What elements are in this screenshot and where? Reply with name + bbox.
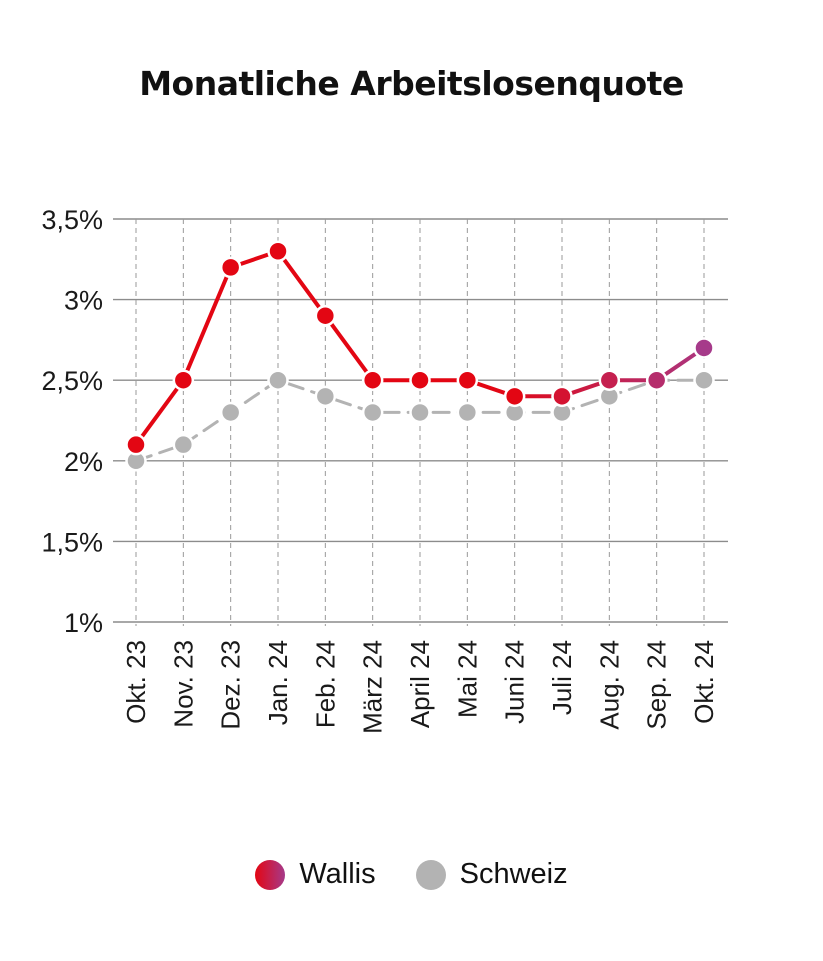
data-point-wallis — [409, 369, 431, 391]
x-tick-label: Dez. 23 — [216, 640, 246, 730]
data-point-schweiz — [267, 369, 289, 391]
x-tick-label: Feb. 24 — [310, 640, 340, 728]
x-tick-label: April 24 — [405, 640, 435, 728]
x-tick-label: Sep. 24 — [642, 640, 672, 730]
legend-label-schweiz: Schweiz — [459, 858, 568, 890]
data-point-wallis — [551, 385, 573, 408]
x-tick-label: Juni 24 — [500, 640, 530, 724]
legend: Wallis Schweiz — [0, 858, 823, 891]
grid — [113, 218, 728, 626]
y-tick-label: 2,5% — [41, 366, 103, 396]
data-point-schweiz — [219, 401, 242, 424]
data-point-schweiz — [693, 369, 715, 391]
x-tick-label: Juli 24 — [547, 640, 577, 715]
x-tick-label: März 24 — [358, 640, 388, 734]
x-tick-label: Okt. 23 — [121, 640, 151, 724]
x-tick-label: Nov. 23 — [168, 640, 198, 728]
y-axis-ticks: 1% 1,5% 2% 2,5% 3% 3,5% — [41, 205, 103, 638]
x-axis-ticks: Okt. 23 Nov. 23 Dez. 23 Jan. 24 Feb. 24 März … — [121, 640, 719, 734]
legend-label-wallis: Wallis — [299, 858, 376, 890]
data-point-wallis — [267, 240, 289, 262]
data-point-wallis — [125, 433, 147, 456]
data-point-schweiz — [172, 433, 195, 456]
x-tick-label: Jan. 24 — [263, 640, 293, 725]
data-point-wallis — [361, 369, 384, 391]
chart-title: Monatliche Arbeitslosenquote — [139, 64, 684, 103]
x-tick-label: Mai 24 — [452, 640, 482, 718]
y-tick-label: 2% — [64, 447, 103, 477]
data-point-wallis — [219, 256, 242, 279]
data-point-wallis — [503, 385, 526, 408]
data-point-schweiz — [361, 401, 384, 424]
legend-swatch-schweiz — [415, 859, 446, 890]
y-tick-label: 1,5% — [41, 527, 103, 557]
y-tick-label: 3% — [64, 286, 103, 316]
data-point-schweiz — [409, 401, 431, 424]
data-point-schweiz — [314, 385, 337, 408]
legend-item-schweiz: Schweiz — [415, 858, 568, 891]
legend-item-wallis: Wallis — [255, 858, 376, 891]
data-point-wallis — [456, 369, 479, 391]
data-point-wallis — [693, 337, 715, 359]
x-tick-label: Okt. 24 — [689, 640, 719, 724]
legend-swatch-wallis — [255, 859, 286, 890]
data-point-wallis — [598, 369, 621, 391]
series-layer — [125, 240, 715, 472]
y-tick-label: 1% — [64, 608, 103, 638]
data-point-wallis — [314, 304, 337, 327]
data-point-wallis — [172, 369, 195, 391]
y-tick-label: 3,5% — [41, 205, 103, 235]
x-tick-label: Aug. 24 — [594, 640, 624, 730]
data-point-schweiz — [456, 401, 479, 424]
data-point-wallis — [645, 369, 668, 391]
